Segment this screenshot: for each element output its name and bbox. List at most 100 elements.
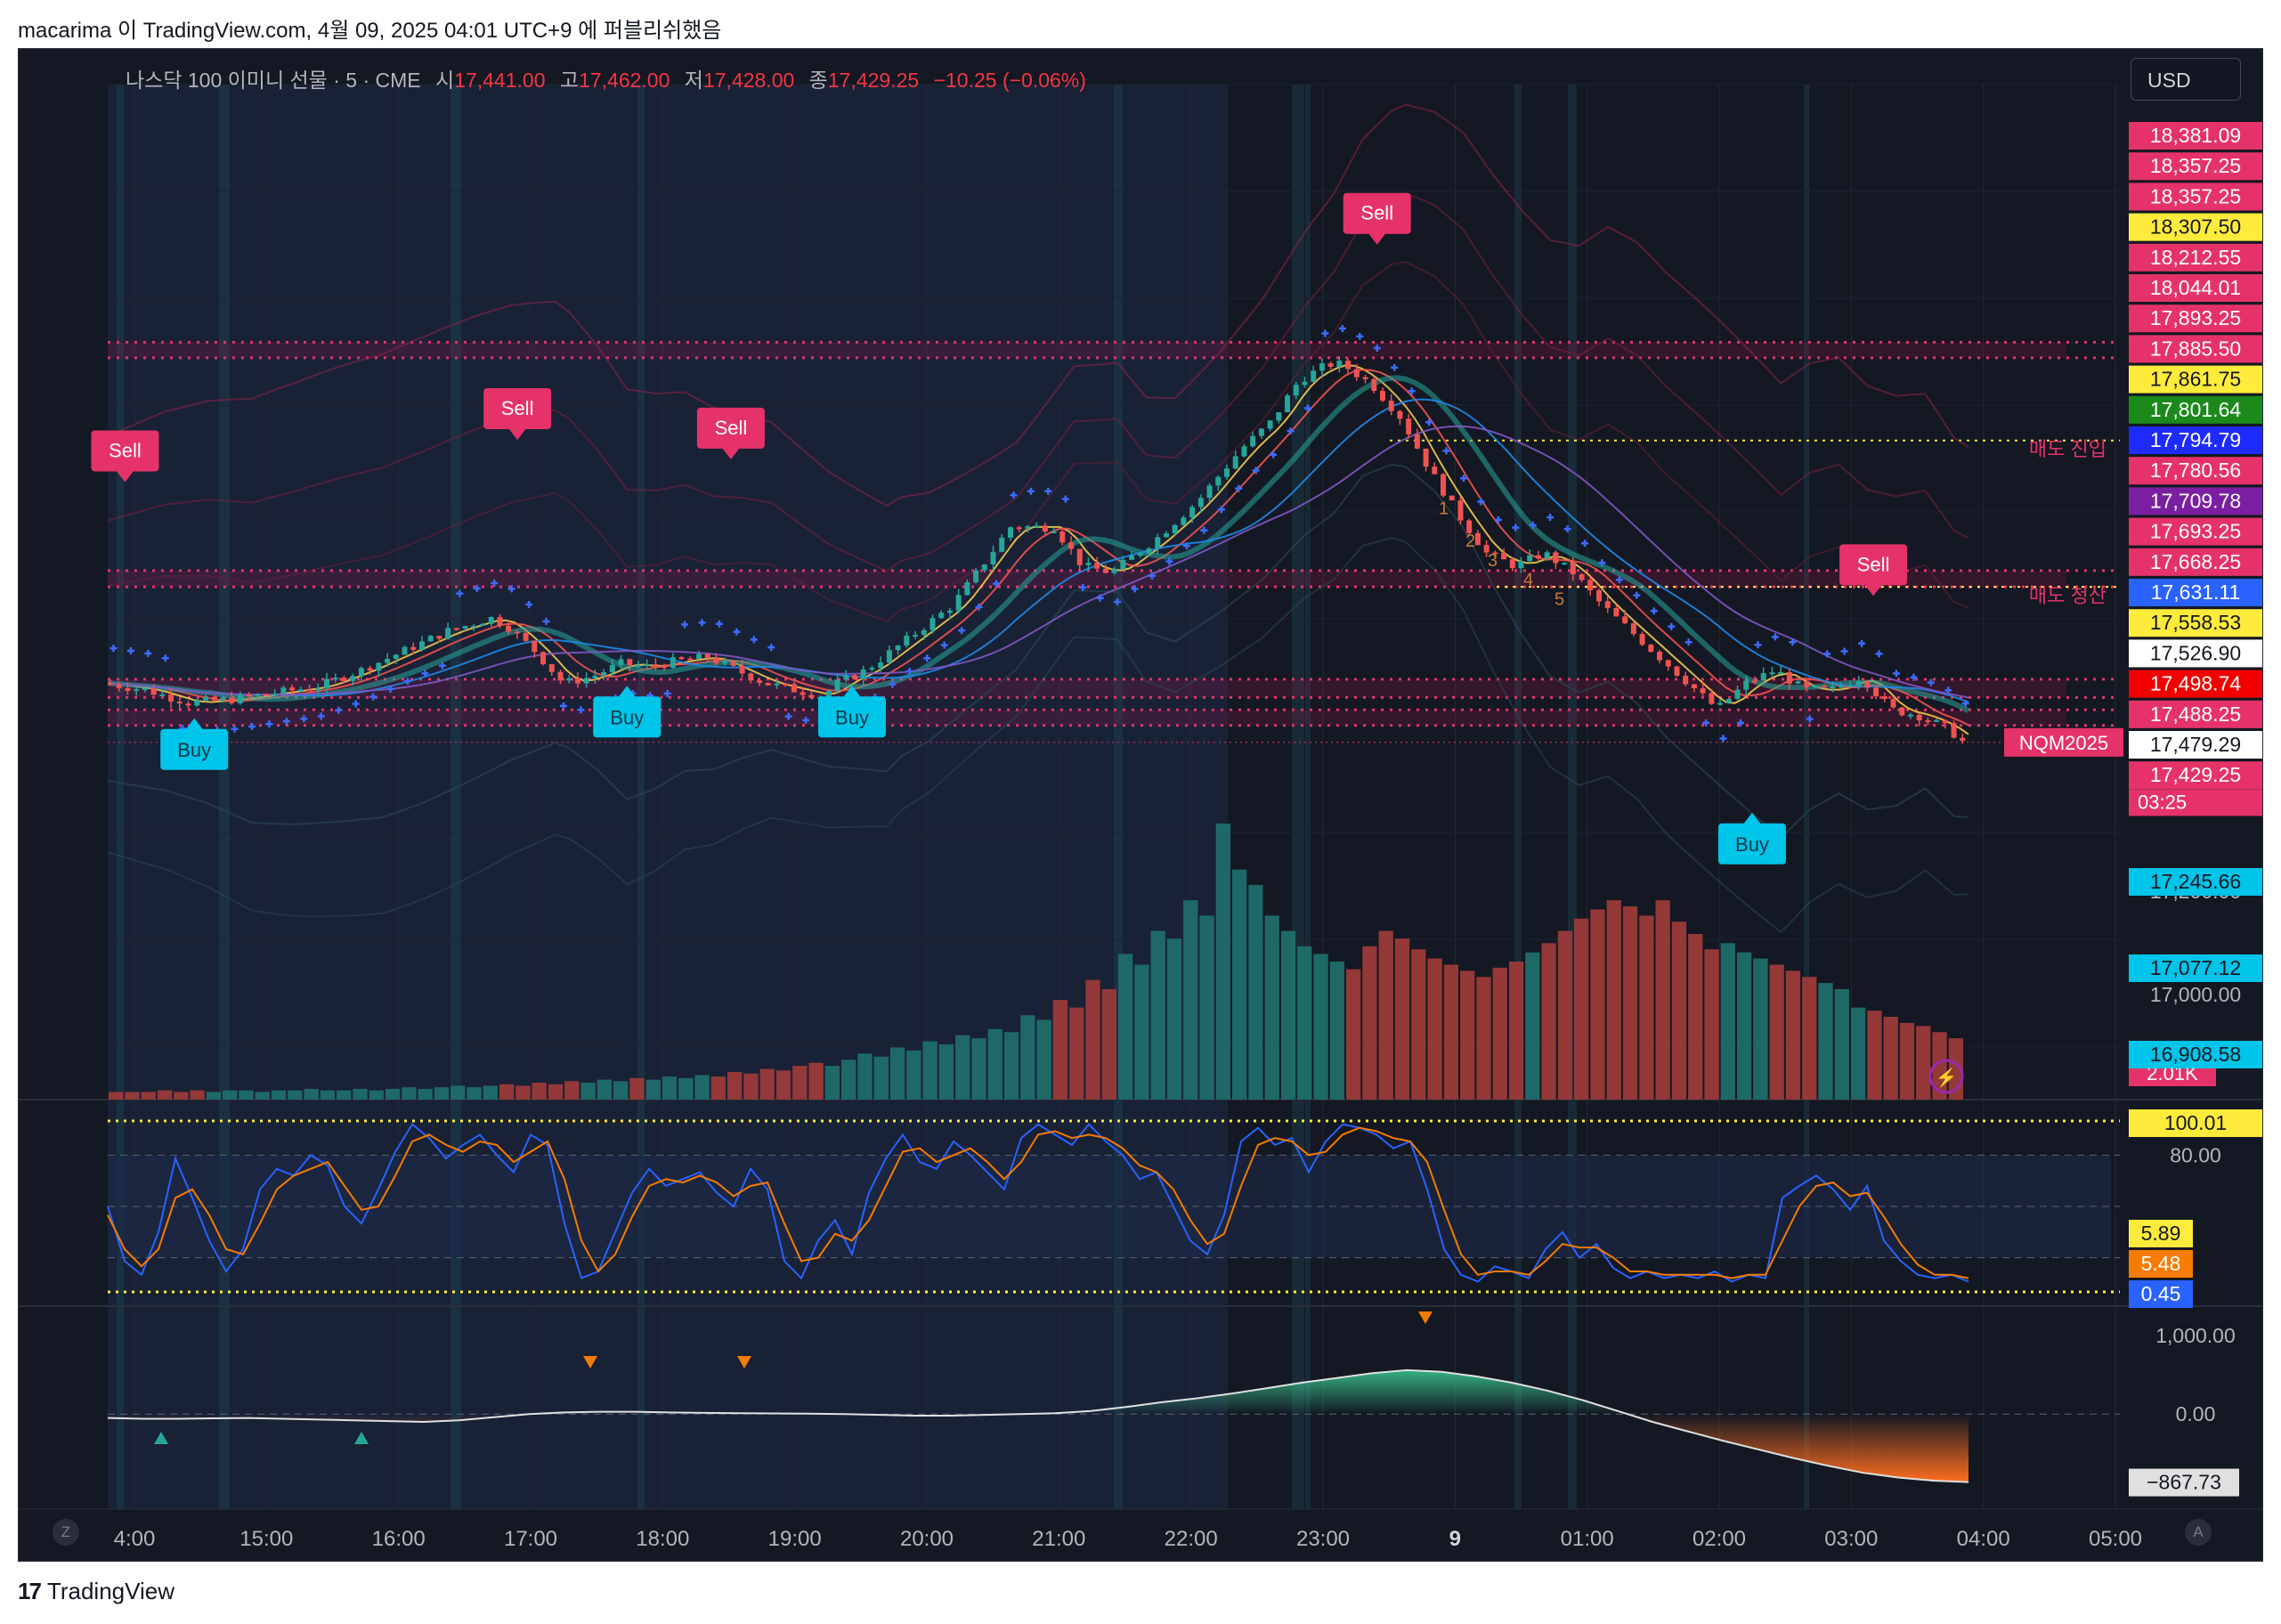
candle-body: [1302, 381, 1308, 386]
x-tick-11: 01:00: [1561, 1527, 1614, 1551]
candle-body: [1804, 681, 1810, 687]
candle-body: [427, 636, 434, 642]
supertrend-dot: [438, 662, 446, 670]
open-label: 시: [435, 69, 455, 92]
volume-bar: [1280, 930, 1296, 1100]
volume-bar: [1248, 884, 1263, 1100]
chart-canvas[interactable]: Sell Sell Sell Sell Sell Buy Buy Buy Buy 123 4 5 매도 …: [19, 49, 2262, 1561]
volume-bar: [1867, 1011, 1882, 1100]
session-background: [108, 85, 1228, 1509]
price-label-bg-9: [2129, 395, 2262, 424]
candle-body: [1960, 737, 1966, 742]
chart-frame[interactable]: Sell Sell Sell Sell Sell Buy Buy Buy Buy 1 2 3 4 5 매도 …: [18, 48, 2263, 1562]
candle-body: [1085, 563, 1092, 565]
candle-body: [1457, 499, 1464, 521]
volume-bar: [1264, 915, 1279, 1100]
candle-body: [869, 668, 875, 670]
volume-bar: [434, 1087, 450, 1100]
candle-body: [662, 666, 668, 669]
price-label-6: 17,893.25: [2150, 306, 2241, 329]
candle-body: [315, 688, 321, 691]
supertrend-dot: [733, 628, 741, 636]
volume-bar: [597, 1079, 612, 1100]
supertrend-dot: [1754, 641, 1762, 649]
signal-box: [593, 696, 662, 738]
signal-label: Buy: [1735, 833, 1769, 856]
candle-body: [306, 689, 313, 692]
candle-body: [1007, 527, 1013, 538]
supertrend-dot: [663, 690, 671, 697]
price-label-bg-2: [2129, 183, 2262, 211]
auto-scale-button[interactable]: A: [2185, 1519, 2212, 1546]
osc-marker-3: [737, 1356, 751, 1368]
supertrend-dot: [1200, 526, 1208, 534]
volume-bar: [402, 1087, 417, 1100]
zoom-reset-button[interactable]: Z: [53, 1519, 79, 1546]
candle-body: [514, 631, 520, 634]
x-tick-14: 04:00: [1957, 1527, 2010, 1551]
signal-label: Sell: [1857, 553, 1890, 575]
volume-bar: [1166, 938, 1182, 1100]
volume-bar: [467, 1087, 482, 1100]
x-tick-3: 17:00: [504, 1527, 557, 1551]
candle-body: [1483, 545, 1490, 553]
candle-body: [332, 678, 338, 680]
candle-body: [280, 687, 287, 694]
candle-body: [1630, 623, 1636, 635]
candle-body: [921, 629, 927, 635]
supertrend-dot: [889, 680, 897, 688]
currency-button[interactable]: USD: [2131, 58, 2241, 101]
signal-box: [696, 407, 765, 449]
volume-bar: [1883, 1017, 1898, 1100]
candle-body: [687, 658, 694, 661]
candle-body: [938, 613, 945, 619]
candle-body: [1509, 559, 1515, 569]
supertrend-dot: [265, 720, 273, 728]
candle-body: [1596, 589, 1602, 602]
signal-label: Buy: [835, 706, 869, 728]
osc-marker-1: [354, 1432, 369, 1444]
candle-body: [1527, 555, 1533, 562]
candle-body: [852, 675, 857, 679]
candle-body: [653, 664, 659, 667]
supertrend-dot: [1270, 451, 1278, 459]
candle-body: [1743, 680, 1749, 690]
candle-body: [904, 635, 910, 646]
candle-body: [1847, 685, 1853, 687]
volume-bar: [1525, 952, 1540, 1100]
candle-body: [1717, 702, 1724, 705]
supertrend-dot: [1287, 427, 1295, 435]
wave-label-0: 1: [1439, 499, 1449, 518]
signal-label: Sell: [109, 439, 142, 461]
supertrend-dot: [1789, 638, 1797, 646]
supertrend-dot: [1442, 447, 1450, 455]
candle-body: [1189, 507, 1196, 518]
osc-label: −867.73: [2147, 1471, 2221, 1494]
price-label-20: 17,479.29: [2150, 733, 2241, 756]
candle-body: [488, 616, 494, 624]
price-label-bg-20: [2129, 731, 2262, 759]
candle-body: [1795, 681, 1801, 684]
zone-band-2: [108, 678, 2066, 698]
candle-body: [1285, 395, 1291, 412]
price-label-bg-19: [2129, 700, 2262, 728]
candle-body: [574, 678, 580, 684]
candle-body: [895, 646, 901, 651]
candle-body: [1934, 719, 1940, 722]
price-label-8: 17,861.75: [2150, 368, 2241, 391]
signal-box: [1717, 823, 1786, 865]
candle-body: [1016, 527, 1022, 530]
signal-label: Sell: [715, 417, 748, 439]
candle-body: [1076, 548, 1083, 565]
x-tick-5: 19:00: [768, 1527, 822, 1551]
candle-body: [1570, 562, 1576, 574]
osc-marker-2: [583, 1356, 597, 1368]
signal-arrow: [1742, 812, 1761, 824]
volume-bar: [1460, 970, 1475, 1100]
signal-box: [160, 728, 229, 770]
supertrend-dot: [993, 580, 1001, 588]
rsi-label-0: 100.01: [2164, 1111, 2227, 1134]
volume-bar: [1916, 1026, 1931, 1100]
supertrend-dot: [1459, 475, 1467, 483]
supertrend-dot: [767, 644, 775, 652]
